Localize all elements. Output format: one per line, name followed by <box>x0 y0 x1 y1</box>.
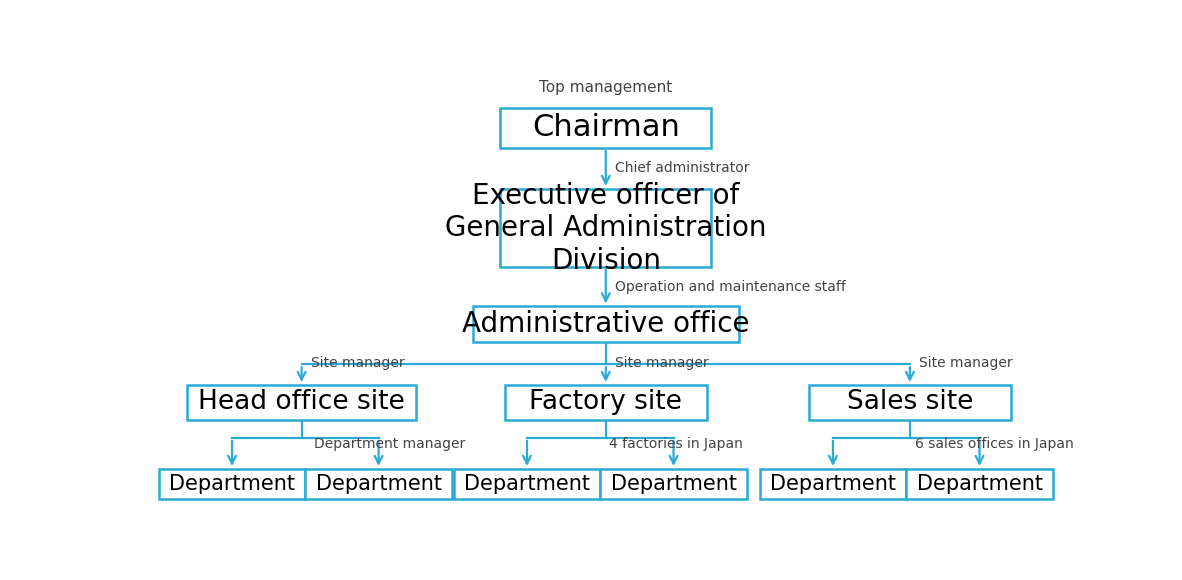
Text: Chief administrator: Chief administrator <box>615 161 749 175</box>
Text: Chairman: Chairman <box>532 113 680 142</box>
FancyBboxPatch shape <box>473 306 739 342</box>
FancyBboxPatch shape <box>505 385 707 420</box>
FancyBboxPatch shape <box>600 469 747 499</box>
Text: Factory site: Factory site <box>530 389 682 415</box>
Text: Head office site: Head office site <box>199 389 405 415</box>
Text: Site manager: Site manager <box>615 356 708 370</box>
Text: Site manager: Site manager <box>920 356 1013 370</box>
FancyBboxPatch shape <box>500 107 712 148</box>
Text: Department: Department <box>169 474 296 494</box>
Text: Operation and maintenance staff: Operation and maintenance staff <box>615 280 846 293</box>
Text: Department: Department <box>316 474 442 494</box>
Text: Department: Department <box>769 474 896 494</box>
Text: Department: Department <box>916 474 1043 494</box>
Text: Executive officer of
General Administration
Division: Executive officer of General Administrat… <box>446 182 766 274</box>
FancyBboxPatch shape <box>187 385 416 420</box>
Text: Department manager: Department manager <box>314 437 466 451</box>
FancyBboxPatch shape <box>810 385 1011 420</box>
Text: Site manager: Site manager <box>311 356 404 370</box>
Text: 4 factories in Japan: 4 factories in Japan <box>610 437 743 451</box>
Text: Administrative office: Administrative office <box>462 310 749 338</box>
Text: Top management: Top management <box>539 80 673 95</box>
FancyBboxPatch shape <box>907 469 1053 499</box>
FancyBboxPatch shape <box>158 469 305 499</box>
Text: Department: Department <box>465 474 590 494</box>
FancyBboxPatch shape <box>305 469 452 499</box>
Text: Sales site: Sales site <box>846 389 973 415</box>
FancyBboxPatch shape <box>454 469 600 499</box>
FancyBboxPatch shape <box>760 469 907 499</box>
Text: Department: Department <box>611 474 736 494</box>
FancyBboxPatch shape <box>500 189 712 267</box>
Text: 6 sales offices in Japan: 6 sales offices in Japan <box>915 437 1074 451</box>
